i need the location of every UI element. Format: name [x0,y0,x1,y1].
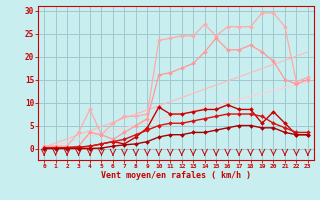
X-axis label: Vent moyen/en rafales ( km/h ): Vent moyen/en rafales ( km/h ) [101,171,251,180]
